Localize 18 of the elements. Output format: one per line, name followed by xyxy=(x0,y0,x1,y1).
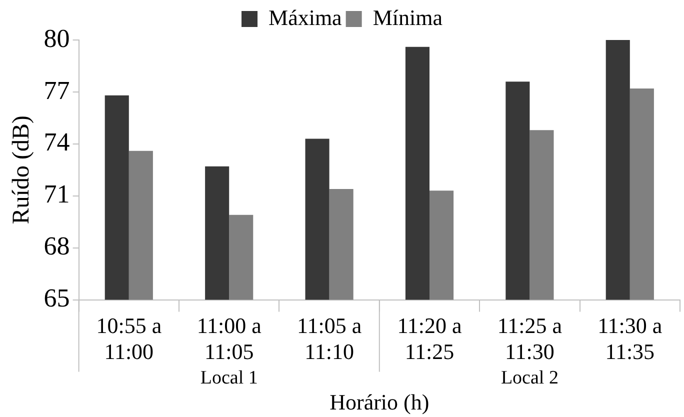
y-tick-label: 77 xyxy=(44,76,70,105)
x-tick-label: 10:55 a 11:00 xyxy=(96,312,162,364)
text: Local 2 xyxy=(500,367,558,388)
x-tick-label: 11:00 a 11:05 xyxy=(196,312,262,364)
x-tick-label: 11:25 a 11:30 xyxy=(497,312,562,364)
legend-label: Máxima xyxy=(268,4,342,30)
y-tick-label: 80 xyxy=(44,24,70,53)
legend-label: Mínima xyxy=(372,4,443,30)
y-tick-label: 74 xyxy=(44,128,70,157)
x-tick-label: 11:30 a 11:35 xyxy=(598,312,662,364)
y-tick-label: 68 xyxy=(44,232,70,261)
x-axis-title: Horário (h) xyxy=(330,390,430,415)
y-tick-label: 65 xyxy=(44,284,70,313)
x-tick-label: 11:20 a 11:25 xyxy=(397,312,462,364)
text: Local 1 xyxy=(200,367,258,388)
y-axis-title: Ruído (dB) xyxy=(8,116,35,224)
x-tick-label: 11:05 a 11:10 xyxy=(297,312,362,364)
y-tick-label: 71 xyxy=(44,180,70,209)
